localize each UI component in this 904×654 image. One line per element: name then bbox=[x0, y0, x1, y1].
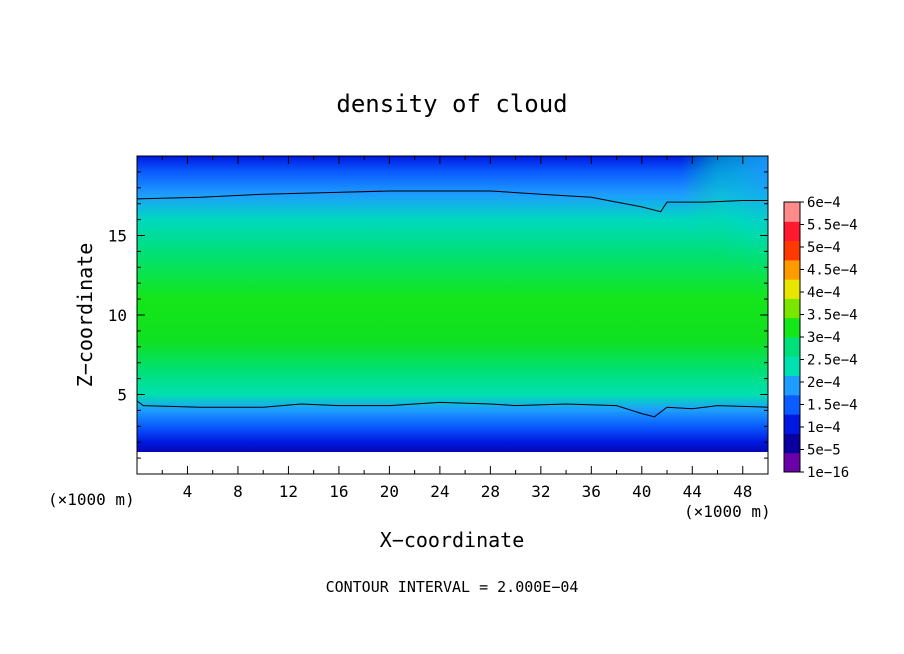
contour-line-lower bbox=[137, 400, 768, 418]
colorbar-swatch bbox=[784, 337, 800, 357]
chart-title: density of cloud bbox=[336, 90, 567, 118]
y-unit-label: (×1000 m) bbox=[48, 490, 135, 509]
x-tick-label: 36 bbox=[582, 482, 601, 501]
x-tick-label: 20 bbox=[380, 482, 399, 501]
x-axis: 4 8 12 16 20 24 28 32 36 40 44 48 bbox=[161, 156, 752, 501]
x-tick-label: 40 bbox=[632, 482, 651, 501]
y-tick-label: 10 bbox=[108, 306, 127, 325]
colorbar-swatch bbox=[784, 279, 800, 299]
x-tick-label: 48 bbox=[733, 482, 752, 501]
colorbar-swatch bbox=[784, 394, 800, 415]
x-tick-label: 16 bbox=[329, 482, 348, 501]
colorbar-label: 3e−4 bbox=[807, 330, 841, 346]
x-unit-label: (×1000 m) bbox=[684, 502, 771, 521]
colorbar-swatch bbox=[784, 298, 800, 319]
y-axis: 5 10 15 bbox=[108, 171, 768, 459]
colorbar-label: 5e−5 bbox=[807, 443, 841, 459]
x-tick-label: 32 bbox=[531, 482, 550, 501]
right-side-decay bbox=[560, 156, 768, 416]
colorbar-swatch bbox=[784, 375, 800, 396]
colorbar-label: 1e−16 bbox=[807, 465, 849, 481]
y-tick-label: 5 bbox=[117, 386, 127, 405]
field-layer bbox=[137, 156, 768, 474]
colorbar-swatch bbox=[784, 202, 800, 222]
colorbar-label: 4.5e−4 bbox=[807, 263, 858, 279]
colorbar-swatch bbox=[784, 317, 800, 338]
colorbar-swatch bbox=[784, 259, 800, 280]
x-tick-label: 12 bbox=[279, 482, 298, 501]
colorbar: 1e−16 5e−5 1e−4 1.5e−4 2e−4 2.5e−4 3e−4 3.5e−4 4… bbox=[783, 195, 858, 481]
colorbar-swatch bbox=[784, 452, 800, 473]
colorbar-label: 1.5e−4 bbox=[807, 398, 858, 414]
contour-interval-note: CONTOUR INTERVAL = 2.000E−04 bbox=[326, 578, 579, 596]
colorbar-label: 4e−4 bbox=[807, 285, 841, 301]
colorbar-label: 3.5e−4 bbox=[807, 308, 858, 324]
below-cloud-area bbox=[137, 452, 768, 474]
x-tick-label: 28 bbox=[481, 482, 500, 501]
colorbar-swatch bbox=[784, 433, 800, 454]
colorbar-label: 2.5e−4 bbox=[807, 353, 858, 369]
colorbar-swatch bbox=[784, 221, 800, 242]
y-axis-label: Z−coordinate bbox=[73, 243, 97, 388]
x-tick-label: 44 bbox=[683, 482, 702, 501]
contour-line-upper bbox=[137, 190, 768, 213]
colorbar-label: 6e−4 bbox=[807, 195, 841, 211]
x-tick-label: 24 bbox=[430, 482, 449, 501]
colorbar-swatch bbox=[784, 356, 800, 377]
colorbar-label: 1e−4 bbox=[807, 420, 841, 436]
colorbar-label: 2e−4 bbox=[807, 375, 841, 391]
colorbar-label: 5.5e−4 bbox=[807, 218, 858, 234]
colorbar-swatch bbox=[784, 414, 800, 434]
x-tick-label: 8 bbox=[233, 482, 243, 501]
colorbar-label: 5e−4 bbox=[807, 240, 841, 256]
x-tick-label: 4 bbox=[183, 482, 193, 501]
colorbar-swatch bbox=[784, 240, 800, 261]
y-tick-label: 15 bbox=[108, 227, 127, 246]
x-axis-label: X−coordinate bbox=[380, 528, 525, 552]
